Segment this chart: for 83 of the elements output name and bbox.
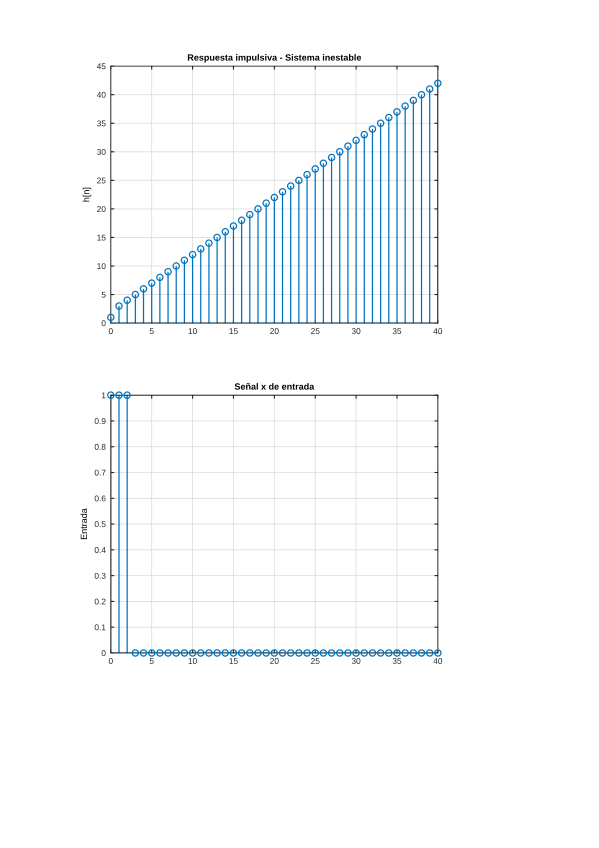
x-tick-label: 30	[352, 658, 360, 664]
x-tick-label: 5	[150, 328, 154, 334]
x-tick-label: 35	[392, 328, 402, 334]
point	[230, 222, 238, 230]
point	[336, 148, 344, 156]
point	[320, 159, 328, 167]
x-tick-label: 15	[229, 328, 238, 334]
chart-title: Respuesta impulsiva - Sistema inestable	[188, 54, 362, 62]
y-tick-label: 1	[102, 392, 106, 398]
y-tick-label: 0.8	[94, 444, 106, 450]
point	[180, 256, 188, 264]
point	[123, 296, 131, 304]
point	[418, 90, 426, 98]
point	[156, 274, 164, 282]
y-tick-label: 0.3	[94, 572, 106, 579]
y-tick-label: 20	[97, 206, 106, 212]
point	[426, 85, 434, 93]
point	[278, 188, 286, 196]
point	[148, 279, 156, 287]
point	[286, 182, 294, 190]
x-tick-label: 0	[108, 658, 113, 664]
point	[311, 165, 319, 173]
y-tick-label: 0.6	[94, 495, 106, 502]
y-tick-label: 30	[97, 148, 106, 155]
chart-title: Señal x de entrada	[234, 383, 314, 390]
point	[140, 285, 148, 293]
y-tick-label: 0.2	[94, 598, 106, 605]
y-tick-label: 0.5	[94, 521, 106, 528]
y-axis-title: Entrada	[80, 508, 88, 540]
y-tick-label: 35	[97, 120, 106, 126]
point	[205, 239, 213, 247]
point	[172, 262, 180, 270]
point	[401, 102, 409, 110]
x-tick-label: 25	[311, 658, 320, 664]
point	[368, 125, 376, 133]
y-axis-title: h[n]	[82, 188, 92, 202]
point	[360, 130, 368, 138]
point	[352, 136, 360, 144]
point	[238, 216, 246, 224]
point	[295, 176, 303, 184]
x-tick-label: 30	[352, 328, 360, 334]
point	[262, 199, 270, 207]
point	[254, 205, 262, 213]
point	[434, 80, 442, 88]
point	[164, 268, 172, 276]
point	[222, 228, 230, 236]
point	[188, 250, 196, 258]
point	[197, 245, 205, 253]
point	[376, 119, 384, 127]
y-tick-label: 0	[102, 320, 106, 326]
point	[393, 108, 401, 116]
y-tick-label: 5	[102, 292, 106, 298]
point	[303, 170, 311, 178]
point	[410, 96, 418, 104]
point	[328, 154, 336, 162]
x-tick-label: 20	[270, 328, 279, 334]
point	[132, 290, 140, 298]
y-tick-label: 0	[102, 650, 106, 656]
x-tick-label: 40	[433, 658, 442, 664]
point	[344, 142, 352, 150]
y-tick-label: 0.9	[94, 418, 106, 424]
x-tick-label: 35	[392, 658, 402, 664]
point	[246, 210, 254, 218]
y-tick-label: 0.7	[94, 470, 106, 476]
y-tick-label: 10	[97, 263, 106, 270]
point	[385, 114, 393, 122]
x-tick-label: 5	[150, 658, 154, 664]
x-tick-label: 20	[270, 658, 279, 664]
y-tick-label: 15	[97, 234, 106, 241]
x-tick-label: 40	[433, 328, 442, 334]
x-tick-label: 10	[188, 328, 197, 334]
x-tick-label: 15	[229, 658, 238, 664]
x-tick-label: 25	[311, 328, 320, 334]
y-tick-label: 40	[96, 92, 106, 98]
y-tick-label: 0.1	[94, 624, 106, 630]
y-tick-label: 25	[97, 178, 106, 184]
x-tick-label: 10	[188, 658, 197, 664]
point	[213, 234, 221, 242]
y-tick-label: 45	[96, 63, 106, 70]
y-tick-label: 0.4	[94, 547, 106, 553]
x-tick-label: 0	[108, 328, 113, 334]
point	[115, 302, 123, 310]
point	[270, 194, 278, 202]
